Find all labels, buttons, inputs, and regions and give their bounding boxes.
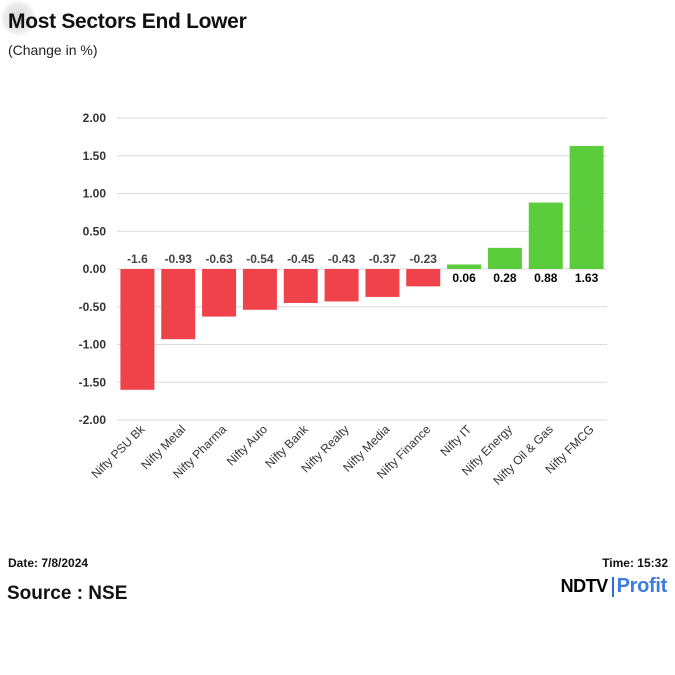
data-label: -0.37: [369, 252, 397, 266]
logo-profit-text: Profit: [616, 575, 668, 597]
chart-subtitle: (Change in %): [8, 42, 98, 58]
logo-ndtv-text: NDTV: [560, 576, 609, 596]
y-tick-label: -2.00: [79, 413, 107, 427]
bar-nifty-oil-gas: [528, 202, 563, 269]
data-label: -0.43: [328, 252, 356, 266]
x-tick-label: Nifty IT: [437, 422, 474, 459]
y-tick-label: -1.50: [79, 375, 107, 389]
bar-nifty-psu-bk: [120, 269, 155, 390]
grid-lines: [117, 117, 607, 421]
data-labels: -1.6 -0.93 -0.63 -0.54 -0.45 -0.43 -0.37 -0.23 0…: [127, 252, 599, 285]
ndtv-profit-logo: NDTV Profit: [560, 575, 668, 598]
time-label: Time: 15:32: [602, 556, 668, 570]
bar-nifty-bank: [283, 269, 318, 303]
data-label: -0.23: [410, 252, 438, 266]
x-tick-label: Nifty PSU Bk: [89, 422, 149, 482]
bar-chart: 2.00 1.50 1.00 0.50 0.00 -0.50 -1.00 -1.50 -2.00…: [79, 111, 607, 488]
data-label: -0.45: [287, 252, 315, 266]
bar-nifty-media: [365, 269, 400, 297]
data-label: 0.88: [534, 271, 558, 285]
source-label: Source : NSE: [7, 583, 128, 604]
bar-nifty-finance: [406, 269, 441, 287]
logo-divider: [611, 576, 614, 597]
bar-nifty-fmcg: [569, 145, 604, 269]
data-label: 0.28: [493, 271, 517, 285]
corner-decoration: [0, 0, 36, 36]
y-tick-label: -1.00: [79, 338, 107, 352]
data-label: 0.06: [452, 271, 476, 285]
bar-nifty-energy: [487, 247, 522, 269]
chart-title: Most Sectors End Lower: [8, 10, 247, 33]
y-tick-label: 0.00: [83, 262, 107, 276]
data-label: -1.6: [127, 252, 148, 266]
y-tick-label: -0.50: [79, 300, 107, 314]
bar-nifty-it: [447, 264, 482, 269]
y-tick-label: 0.50: [83, 224, 107, 238]
bar-nifty-metal: [161, 269, 196, 340]
data-label: -0.93: [165, 252, 193, 266]
data-label: -0.63: [205, 252, 233, 266]
y-tick-label: 2.00: [83, 111, 107, 125]
bar-nifty-auto: [242, 269, 277, 310]
bar-nifty-pharma: [202, 269, 237, 317]
data-label: -0.54: [246, 252, 274, 266]
y-axis-ticks: 2.00 1.50 1.00 0.50 0.00 -0.50 -1.00 -1.50 -2.00: [79, 111, 107, 427]
date-label: Date: 7/8/2024: [8, 556, 89, 570]
data-label: 1.63: [575, 271, 599, 285]
bars: [120, 145, 604, 390]
y-tick-label: 1.00: [83, 187, 107, 201]
y-tick-label: 1.50: [83, 149, 107, 163]
bar-nifty-realty: [324, 269, 359, 302]
